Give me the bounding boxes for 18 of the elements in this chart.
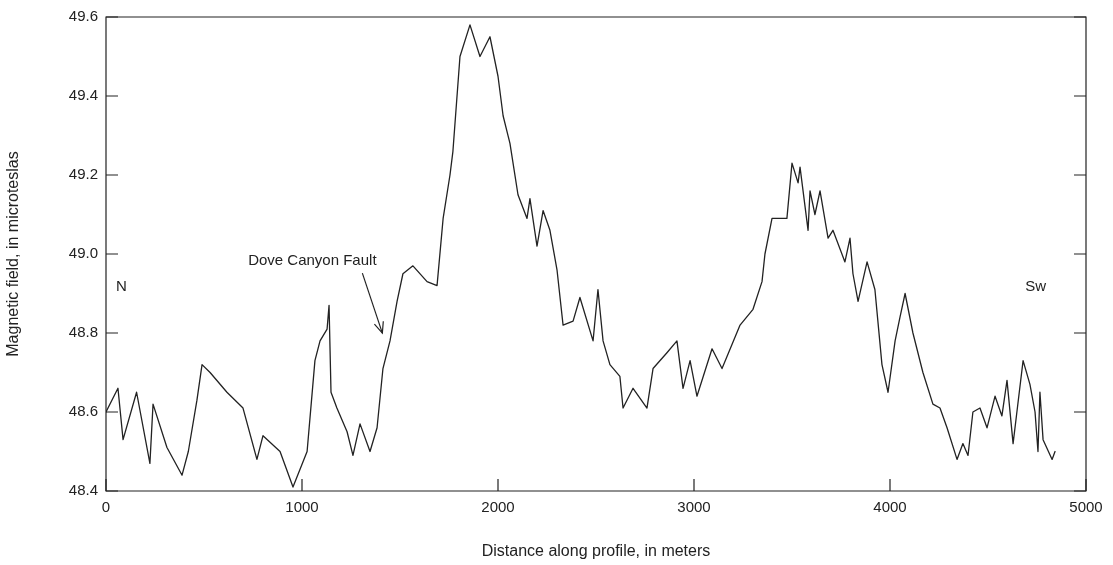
- y-tick-label: 49.6: [68, 7, 98, 25]
- annotation: Sw: [1025, 277, 1047, 295]
- y-tick-label: 49.4: [68, 86, 98, 104]
- y-tick-label: 49.2: [68, 165, 98, 183]
- y-tick-label: 48.8: [68, 323, 98, 341]
- annotation: Dove Canyon Fault: [248, 251, 378, 269]
- x-tick-label: 3000: [677, 498, 711, 516]
- y-tick-label: 49.0: [68, 244, 98, 262]
- x-tick-label: 4000: [873, 498, 907, 516]
- x-tick-label: 2000: [481, 498, 515, 516]
- x-tick-label: 0: [101, 498, 111, 516]
- x-tick-label: 5000: [1069, 498, 1103, 516]
- y-axis-title: Magnetic field, in microteslas: [4, 151, 22, 357]
- y-tick-label: 48.6: [68, 402, 98, 420]
- x-tick-label: 1000: [285, 498, 319, 516]
- y-tick-label: 48.4: [68, 481, 98, 499]
- annotation: N: [116, 277, 127, 295]
- x-axis-title: Distance along profile, in meters: [481, 541, 711, 559]
